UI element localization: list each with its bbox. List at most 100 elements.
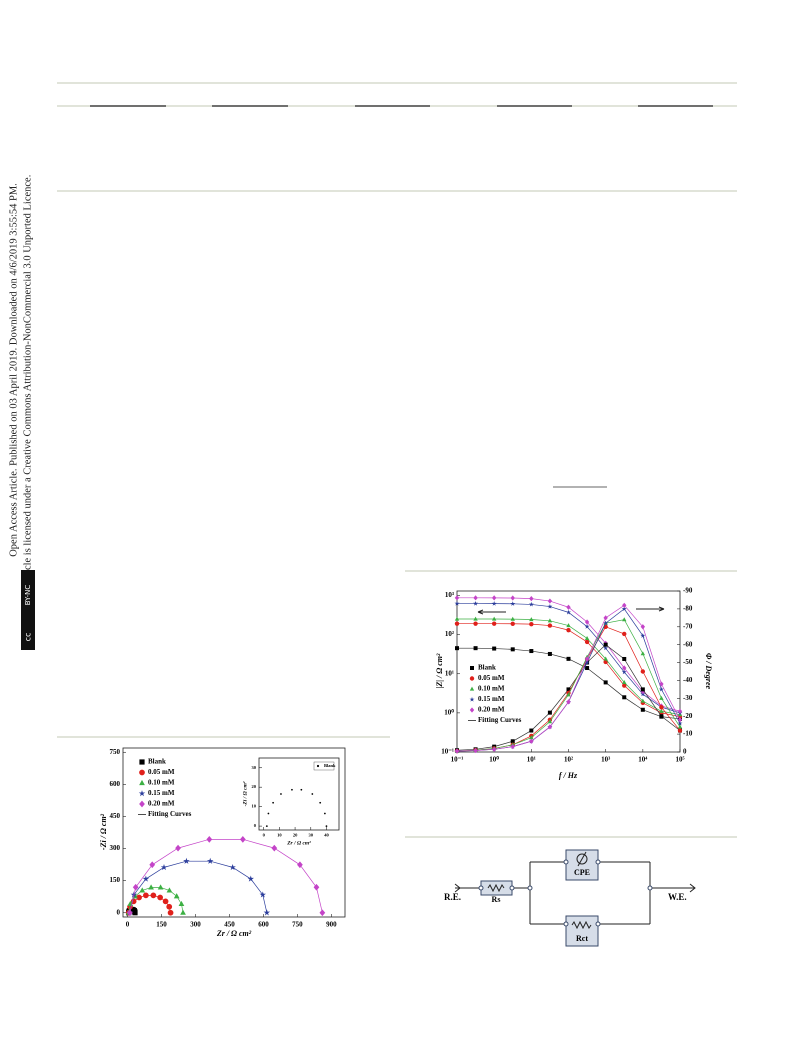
side-note: Open Access Article. Published on 03 Apr… bbox=[8, 183, 19, 557]
y2-tick-label: -90 bbox=[683, 587, 693, 595]
marker bbox=[566, 604, 571, 610]
marker bbox=[659, 695, 664, 700]
marker bbox=[529, 596, 534, 602]
marker bbox=[324, 812, 326, 815]
marker bbox=[659, 708, 664, 713]
marker bbox=[640, 651, 646, 656]
fit-curve bbox=[129, 860, 268, 913]
x-tick-label: 0 bbox=[126, 921, 130, 929]
legend-label: Blank bbox=[148, 758, 166, 766]
marker bbox=[469, 696, 475, 702]
marker bbox=[584, 624, 590, 629]
x-tick-label: 10 bbox=[277, 833, 282, 838]
circuit-label: R.E. bbox=[444, 892, 461, 902]
legend-label: 0.10 mM bbox=[478, 685, 505, 693]
x-tick-label: 40 bbox=[324, 833, 329, 838]
bode-arrows bbox=[477, 606, 665, 615]
marker bbox=[175, 844, 181, 852]
marker bbox=[640, 633, 646, 638]
y-tick-label: 0 bbox=[254, 823, 257, 828]
marker bbox=[566, 623, 571, 628]
marker bbox=[126, 909, 133, 917]
marker bbox=[492, 646, 497, 651]
marker bbox=[167, 909, 174, 916]
marker bbox=[166, 903, 173, 910]
marker bbox=[143, 892, 149, 899]
marker bbox=[622, 631, 627, 637]
marker bbox=[139, 800, 145, 808]
legend-label: 0.15 mM bbox=[148, 789, 175, 797]
marker bbox=[640, 624, 646, 630]
x-tick-label: 10⁰ bbox=[489, 756, 499, 764]
marker bbox=[178, 900, 185, 907]
marker bbox=[510, 616, 515, 621]
marker bbox=[160, 863, 168, 871]
marker bbox=[622, 617, 627, 622]
marker bbox=[622, 680, 627, 685]
marker bbox=[529, 728, 534, 733]
marker bbox=[510, 595, 515, 601]
marker bbox=[469, 676, 475, 681]
marker bbox=[271, 844, 278, 852]
marker bbox=[603, 642, 608, 647]
marker bbox=[265, 825, 268, 827]
y2-tick-label: -40 bbox=[683, 676, 693, 684]
circuit: R.E. Rs CPE Rct W.E. bbox=[444, 849, 696, 947]
marker bbox=[142, 875, 150, 882]
marker bbox=[206, 857, 214, 864]
marker bbox=[455, 646, 459, 651]
y-tick-label: 20 bbox=[252, 784, 257, 789]
marker bbox=[659, 681, 664, 687]
marker bbox=[263, 909, 271, 916]
y-tick-label: 10⁰ bbox=[444, 708, 454, 716]
y2-tick-label: 0 bbox=[683, 748, 687, 756]
marker bbox=[280, 793, 282, 795]
marker bbox=[566, 656, 571, 661]
marker bbox=[658, 686, 664, 692]
marker bbox=[473, 646, 478, 651]
x-axis-label: f / Hz bbox=[559, 771, 578, 780]
marker bbox=[491, 746, 497, 752]
marker bbox=[139, 779, 145, 786]
x-axis-label: Zr / Ω cm² bbox=[216, 929, 252, 938]
marker bbox=[139, 769, 145, 776]
y-tick-label: 10¹ bbox=[445, 669, 454, 677]
marker bbox=[640, 669, 646, 674]
marker bbox=[677, 712, 683, 717]
marker bbox=[319, 909, 326, 917]
marker bbox=[584, 639, 590, 645]
marker bbox=[547, 724, 553, 730]
marker bbox=[510, 739, 515, 744]
y-tick-label: 10⁻¹ bbox=[441, 748, 454, 756]
circuit-label: W.E. bbox=[668, 892, 687, 902]
marker bbox=[603, 659, 608, 665]
marker bbox=[470, 666, 474, 670]
marker bbox=[148, 884, 154, 890]
marker bbox=[454, 616, 460, 621]
side-note: This article is licensed under a Creativ… bbox=[22, 175, 33, 606]
y2-tick-label: -50 bbox=[683, 658, 693, 666]
legend-label: 0.20 mM bbox=[148, 800, 175, 808]
marker bbox=[547, 651, 552, 656]
marker bbox=[622, 683, 627, 688]
marker bbox=[529, 621, 534, 627]
marker bbox=[454, 748, 460, 754]
x-tick-label: 10⁻¹ bbox=[451, 756, 464, 764]
legend-label: Blank bbox=[478, 664, 496, 672]
marker bbox=[150, 892, 157, 899]
legend-label: 0.05 mM bbox=[148, 768, 175, 776]
marker bbox=[566, 627, 571, 633]
marker bbox=[454, 595, 460, 601]
y-tick-label: 600 bbox=[110, 780, 121, 788]
license-badge bbox=[21, 570, 35, 650]
marker bbox=[162, 898, 169, 905]
marker bbox=[297, 861, 303, 869]
fit-curve bbox=[129, 838, 323, 913]
marker bbox=[547, 623, 553, 628]
x-tick-label: 0 bbox=[263, 833, 266, 838]
marker bbox=[529, 617, 534, 622]
marker bbox=[510, 647, 515, 652]
x-tick-label: 10⁴ bbox=[638, 756, 648, 764]
marker bbox=[547, 719, 553, 724]
